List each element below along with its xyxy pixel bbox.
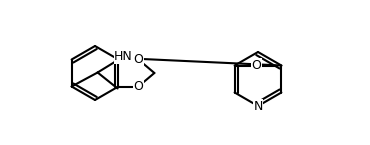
Text: O: O <box>252 59 262 72</box>
Text: O: O <box>134 53 143 66</box>
Text: N: N <box>253 99 263 113</box>
Text: HN: HN <box>114 50 133 63</box>
Text: O: O <box>134 80 143 93</box>
